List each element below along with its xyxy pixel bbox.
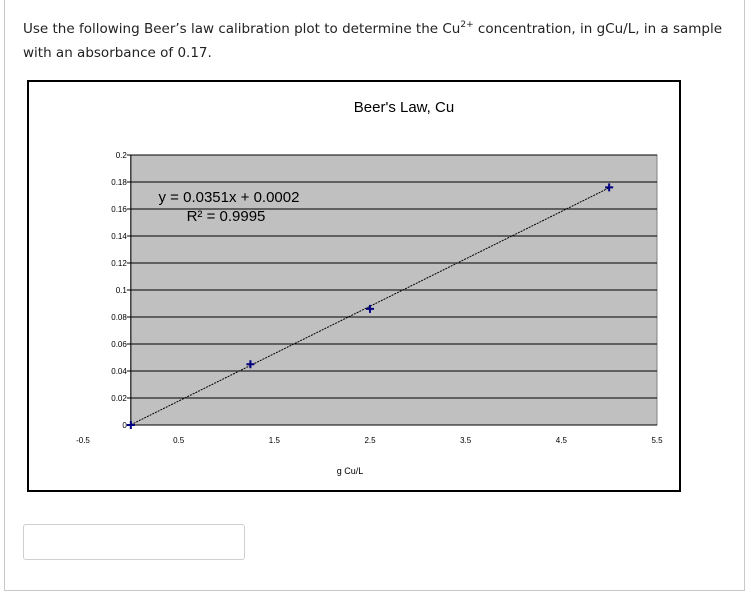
y-tick-label: 0.02: [111, 394, 127, 403]
trendline-equation: y = 0.0351x + 0.0002: [159, 189, 300, 206]
question-text-end: concentration, in gCu/L, in a sample wit…: [23, 21, 723, 61]
x-tick-label: 0.5: [173, 436, 185, 445]
data-point: [366, 304, 374, 313]
data-point: [605, 183, 614, 192]
y-tick-label: 0.14: [111, 232, 127, 241]
question-card: [4, 0, 745, 591]
charge-superscript: 2+: [460, 20, 474, 30]
data-point: [126, 421, 135, 429]
chart-title: Beer's Law, Cu: [354, 99, 454, 116]
x-tick-label: 2.5: [364, 436, 376, 445]
x-tick-label: -0.5: [76, 436, 90, 445]
y-tick-label: 0.2: [116, 151, 128, 160]
x-tick-label: 5.5: [651, 436, 663, 445]
data-point: [246, 360, 255, 369]
question-text-start: Use the following Beer’s law calibration…: [23, 21, 461, 37]
trendline: [130, 187, 610, 426]
y-tick-label: 0.08: [111, 313, 127, 322]
question-text: Use the following Beer’s law calibration…: [23, 17, 723, 65]
plot-area: 0 0.02 0.04 0.06 0.08 0.1 0.12 0.14 0.16 0.18 0.2 -…: [76, 151, 663, 445]
x-tick-label: 4.5: [556, 436, 568, 445]
y-tick-label: 0: [122, 421, 127, 430]
y-tick-label: 0.06: [111, 340, 127, 349]
answer-input[interactable]: [23, 524, 245, 560]
beers-law-chart: Beer's Law, Cu 00.020.040.060.080.10.120…: [76, 99, 663, 476]
chart-container: Beer's Law, Cu 0 0.02 0.04 0.06 0.08 0.1 0.12 0…: [27, 80, 681, 492]
x-tick-label: 1.5: [269, 436, 281, 445]
y-tick-label: 0.12: [111, 259, 127, 268]
x-axis-label: g Cu/L: [337, 466, 364, 476]
y-tick-label: 0.1: [116, 286, 128, 295]
r-squared-label: R² = 0.9995: [187, 208, 266, 225]
y-tick-label: 0.04: [111, 367, 127, 376]
y-tick-label: 0.18: [111, 178, 127, 187]
y-tick-label: 0.16: [111, 205, 127, 214]
x-tick-label: 3.5: [460, 436, 472, 445]
